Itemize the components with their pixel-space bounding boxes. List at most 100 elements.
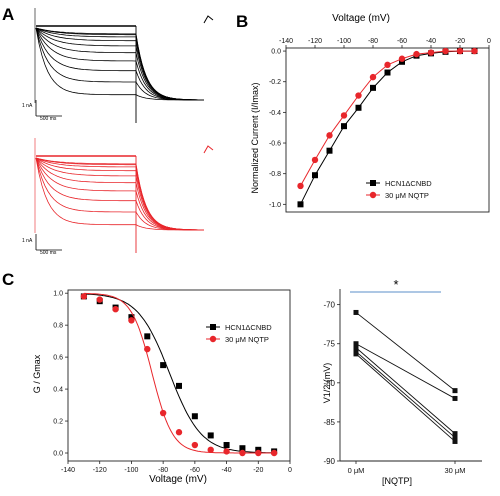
b-y-tick-label: -0.2: [269, 79, 281, 86]
c-y-tick-label: 1.0: [53, 291, 63, 298]
c-y-tick-label: 0.2: [53, 419, 63, 426]
panel-label-c: C: [2, 270, 15, 289]
b-point-1: [311, 156, 319, 164]
b-x-tick-label: -140: [279, 38, 293, 45]
b-x-axis-label: Voltage (mV): [332, 13, 390, 24]
panel-label-b: B: [236, 12, 249, 31]
c-point-1: [175, 429, 183, 436]
b-point-1: [326, 132, 333, 139]
b-point-0: [370, 84, 376, 91]
b-point-1: [456, 47, 464, 55]
c-fit-curve-0: [83, 293, 275, 454]
c-point-0: [223, 442, 230, 449]
c-x-tick-label: -140: [61, 467, 75, 474]
b-point-1: [398, 55, 406, 62]
c-point-1: [96, 296, 103, 303]
d-point-control: [353, 341, 359, 347]
b-point-1: [297, 182, 304, 190]
b-x-tick-label: -80: [368, 38, 378, 45]
b-point-1: [384, 61, 391, 69]
c-plot-frame: [67, 289, 291, 462]
control-capacitive-spike: [203, 15, 214, 24]
b-point-1: [355, 92, 362, 99]
control-trace: [35, 27, 204, 101]
c-x-tick-label: 0: [288, 467, 292, 474]
b-y-tick-label: -1.0: [269, 202, 281, 209]
b-x-tick-label: -40: [426, 38, 436, 45]
d-x-tick-label: 30 μM: [445, 466, 466, 475]
b-x-tick-label: 0: [487, 38, 491, 45]
d-point-nqtp: [452, 388, 458, 394]
c-legend-marker-1: [209, 335, 217, 343]
b-legend-marker-0: [370, 180, 376, 186]
c-x-tick-label: -20: [253, 467, 263, 474]
c-legend-marker-0: [210, 324, 216, 330]
c-legend-label-1: 30 μM NQTP: [225, 335, 269, 344]
c-point-0: [144, 333, 151, 340]
c-point-1: [223, 448, 230, 455]
c-point-1: [191, 441, 199, 449]
d-y-tick-label: -85: [323, 418, 335, 427]
c-y-tick-label: 0.4: [53, 387, 63, 394]
d-x-tick-label: 0 μM: [348, 466, 365, 475]
b-point-1: [442, 47, 449, 55]
c-point-1: [144, 345, 151, 353]
d-point-control: [353, 351, 359, 357]
nqtp-traces: [34, 138, 214, 253]
c-point-1: [239, 449, 246, 457]
c-point-1: [128, 317, 135, 324]
panel-label-a: A: [2, 5, 15, 24]
d-y-tick-label: -75: [323, 340, 335, 349]
c-point-0: [176, 382, 182, 389]
b-point-1: [340, 112, 348, 119]
d-pair-line: [355, 312, 456, 391]
c-x-axis-label: Voltage (mV): [149, 474, 207, 485]
b-point-0: [341, 123, 347, 130]
d-point-control: [353, 345, 359, 351]
c-y-tick-label: 0.6: [53, 355, 63, 362]
c-y-axis-label: G / Gmax: [32, 354, 42, 393]
b-y-tick-label: -0.6: [269, 141, 281, 148]
b-point-0: [326, 147, 333, 154]
c-point-1: [159, 409, 167, 417]
c-point-1: [255, 449, 262, 457]
d-y-tick-label: -70: [323, 301, 335, 310]
c-y-tick-label: 0.0: [53, 451, 63, 458]
c-point-1: [80, 293, 88, 300]
d-point-nqtp: [452, 395, 458, 401]
trace-current-scale-label-bottom: 1 nA: [22, 238, 33, 244]
c-x-tick-label: -100: [124, 467, 138, 474]
d-pair-line: [355, 343, 456, 399]
b-point-1: [471, 47, 478, 55]
b-x-tick-label: -120: [308, 38, 322, 45]
d-pair-line: [355, 353, 456, 442]
c-x-tick-label: -120: [93, 467, 107, 474]
d-point-control: [353, 309, 359, 315]
d-point-nqtp: [452, 438, 458, 444]
c-point-1: [270, 449, 278, 457]
b-point-1: [427, 49, 435, 56]
b-point-0: [297, 201, 304, 208]
d-x-axis-label: [NQTP]: [382, 476, 412, 486]
b-point-1: [369, 73, 377, 81]
b-point-1: [413, 50, 420, 58]
c-point-0: [239, 445, 246, 452]
c-point-0: [160, 362, 167, 369]
d-pair-line: [355, 347, 456, 434]
c-point-0: [207, 432, 214, 439]
b-y-axis-label: Normalized Current (I/Imax): [250, 82, 260, 193]
d-point-nqtp: [452, 431, 458, 437]
c-x-tick-label: -80: [158, 467, 168, 474]
nqtp-trace: [35, 157, 204, 231]
b-point-0: [355, 104, 362, 111]
d-y-tick-label: -80: [323, 379, 335, 388]
c-x-tick-label: -60: [190, 467, 200, 474]
control-traces: [34, 8, 214, 123]
b-legend-label-1: 30 μM NQTP: [385, 191, 429, 200]
b-point-0: [312, 172, 318, 179]
b-y-tick-label: -0.8: [269, 171, 281, 178]
nqtp-capacitive-spike: [203, 145, 214, 154]
b-legend-marker-1: [369, 191, 377, 199]
c-point-1: [207, 446, 214, 454]
